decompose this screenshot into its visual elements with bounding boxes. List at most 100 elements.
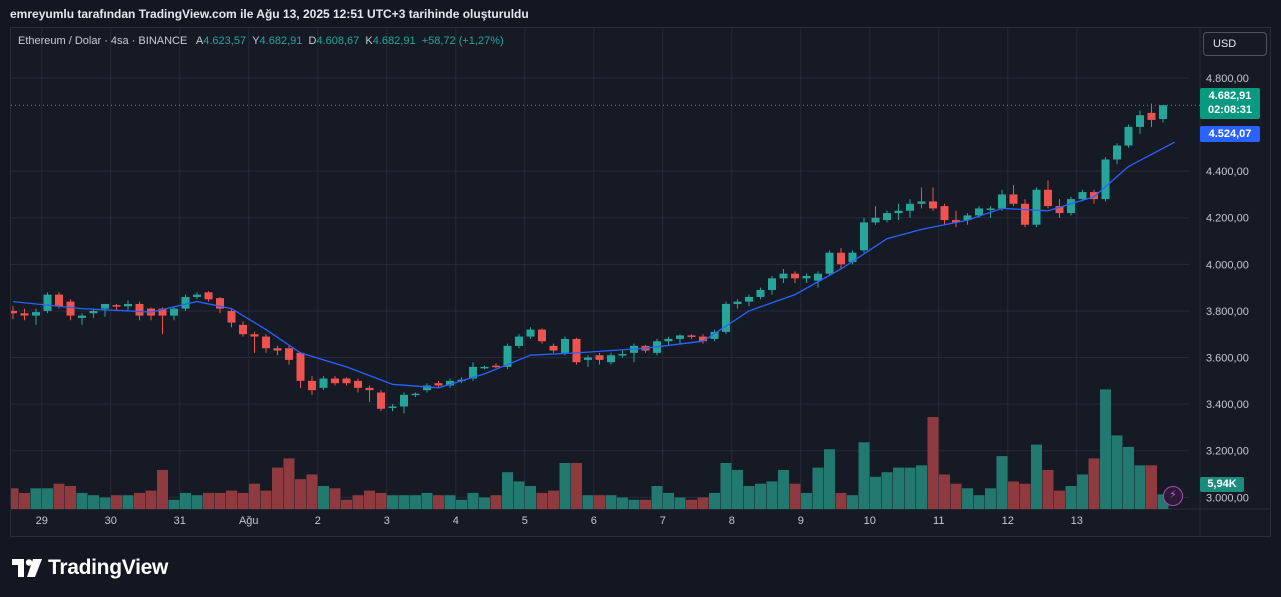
symbol-label[interactable]: Ethereum / Dolar · 4sa · BINANCE	[18, 35, 188, 47]
candle-body	[952, 220, 960, 223]
volume-bar	[893, 467, 904, 509]
candlestick-chart[interactable]: 4.800,00 4.400,00 4.200,00 4.000,00 3.800,00…	[11, 28, 1270, 536]
volume-bar	[962, 488, 973, 509]
candle-body	[273, 348, 282, 351]
volume-bar	[180, 492, 191, 509]
volume-bar	[1157, 494, 1169, 509]
volume-bar	[847, 495, 858, 509]
volume-bar	[364, 490, 375, 509]
y-tick-label: 4.000,00	[1206, 259, 1249, 271]
volume-bar	[640, 499, 651, 509]
candle-body	[400, 394, 408, 407]
volume-bar	[732, 469, 743, 509]
volume-bar	[65, 486, 76, 509]
candle-body	[837, 252, 845, 265]
candle-body	[710, 331, 719, 339]
volume-bar	[720, 463, 732, 509]
candle-body	[480, 366, 489, 369]
x-tick-label: 2	[315, 515, 321, 527]
volume-bar	[295, 479, 306, 509]
candle-body	[963, 215, 972, 221]
candle-body	[124, 303, 132, 307]
volume-bar	[122, 495, 134, 509]
volume-bar	[766, 481, 778, 509]
y-tick-label: 3.200,00	[1206, 446, 1249, 458]
candle-body	[503, 345, 512, 367]
volume-bar	[950, 483, 962, 509]
candle-body	[791, 273, 799, 279]
chart-panel[interactable]: 4.800,00 4.400,00 4.200,00 4.000,00 3.800,00…	[10, 27, 1271, 537]
candle-body	[250, 334, 259, 337]
snapshot-caption: emreyumlu tarafından TradingView.com ile…	[10, 7, 529, 21]
candle-body	[20, 313, 29, 316]
y-tick-label: 3.400,00	[1206, 399, 1249, 411]
high-value: 4.682,91	[259, 35, 303, 47]
volume-bar	[214, 492, 226, 509]
candle-body	[860, 222, 868, 251]
candle-body	[538, 329, 546, 342]
candle-body	[986, 208, 995, 210]
candle-body	[998, 194, 1006, 209]
candle-body	[929, 201, 937, 209]
x-tick-label: 30	[105, 515, 117, 527]
volume-bar	[306, 474, 318, 509]
candle-body	[170, 308, 178, 316]
candle-body	[377, 392, 385, 409]
candle-body	[78, 315, 86, 318]
volume-bar	[410, 495, 421, 509]
candle-body	[434, 383, 443, 386]
currency-button[interactable]: USD	[1203, 32, 1267, 56]
volume-bar	[812, 467, 824, 509]
candle-body	[101, 303, 109, 309]
candle-body	[572, 338, 581, 363]
y-tick-label: 3.000,00	[1206, 492, 1249, 504]
x-tick-label: 4	[453, 515, 459, 527]
volume-bar	[1008, 481, 1019, 509]
volume-bar	[456, 499, 467, 509]
candle-body	[1124, 126, 1133, 146]
volume-bar	[157, 469, 168, 509]
volume-bar	[341, 499, 352, 509]
candle-body	[411, 393, 420, 396]
candle-body	[1113, 145, 1121, 160]
candle-body	[595, 355, 604, 360]
volume-bar	[479, 497, 490, 509]
volume-bar	[594, 495, 605, 509]
volume-bar	[985, 488, 996, 509]
volume-bar	[835, 492, 847, 509]
lightning-icon[interactable]: ⚡	[1163, 486, 1183, 506]
volume-bar	[191, 495, 203, 509]
candle-body	[848, 252, 857, 263]
candle-body	[584, 357, 592, 360]
volume-bar	[502, 472, 513, 509]
candle-body	[756, 289, 765, 297]
candle-body	[549, 345, 558, 351]
volume-bar	[42, 488, 53, 509]
ohlc-legend: Ethereum / Dolar · 4sa · BINANCE A4.623,…	[18, 35, 504, 47]
candle-body	[871, 217, 880, 223]
open-label: A	[195, 35, 204, 47]
candle-body	[664, 338, 673, 342]
volume-bar	[134, 492, 145, 509]
x-tick-label: 13	[1071, 515, 1083, 527]
volume-bar	[260, 490, 272, 509]
volume-bar	[789, 483, 801, 509]
volume-bar	[1031, 444, 1042, 509]
candle-body	[204, 292, 213, 300]
moving-average-tag: 4.524,07	[1200, 126, 1260, 142]
x-tick-label: 3	[384, 515, 390, 527]
volume-bar	[53, 483, 65, 509]
volume-bar	[19, 492, 30, 509]
volume-bar	[398, 495, 410, 509]
candle-body	[1067, 199, 1075, 214]
volume-bar	[444, 495, 456, 509]
candle-body	[607, 355, 615, 363]
candle-body	[388, 406, 397, 408]
y-tick-label: 3.800,00	[1206, 306, 1249, 318]
volume-bar	[433, 495, 444, 509]
candle-body	[469, 366, 477, 379]
low-label: D	[308, 35, 317, 47]
low-value: 4.608,67	[316, 35, 360, 47]
tradingview-logo[interactable]: TradingView	[12, 556, 168, 580]
candle-body	[285, 348, 293, 360]
